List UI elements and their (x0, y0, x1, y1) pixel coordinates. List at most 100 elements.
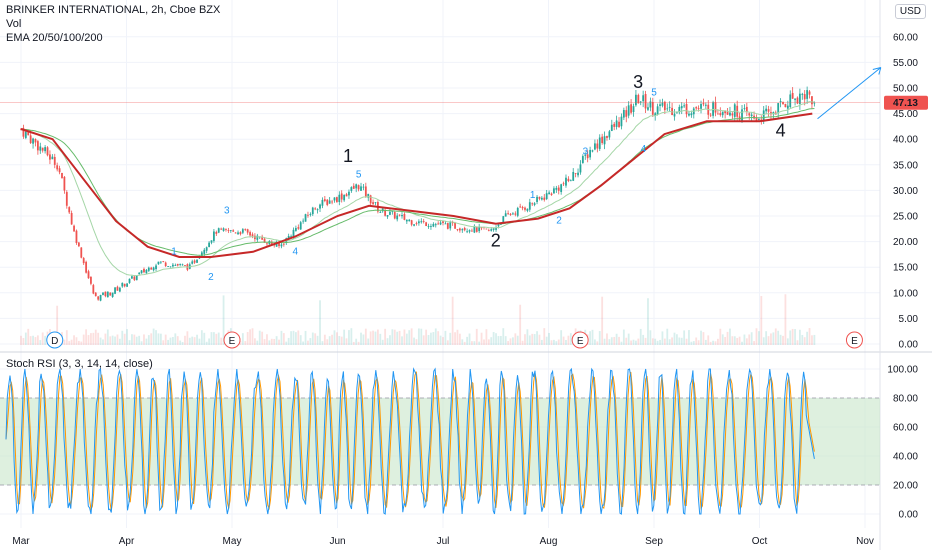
volume-bar (601, 296, 604, 345)
volume-bar (282, 333, 285, 345)
candle-body (143, 268, 145, 273)
volume-bar (473, 341, 476, 345)
candle-body (562, 183, 565, 185)
volume-bar (150, 333, 153, 345)
candle-body (222, 228, 225, 231)
candle-body (159, 261, 162, 263)
candle-body (328, 200, 331, 204)
symbol-title[interactable]: BRINKER INTERNATIONAL, 2h, Cboe BZX (6, 4, 221, 16)
volume-bar (405, 333, 408, 345)
volume-bar (813, 334, 816, 345)
volume-bar (389, 335, 391, 345)
volume-bar (741, 341, 743, 345)
volume-bar (333, 330, 336, 345)
volume-bar (403, 329, 406, 345)
candle-body (24, 131, 27, 138)
volume-bar (241, 333, 244, 345)
candle-body (524, 207, 526, 210)
volume-bar (432, 332, 435, 345)
candle-body (104, 291, 107, 297)
volume-bar (172, 336, 174, 345)
candle-body (528, 202, 531, 210)
candle-body (147, 267, 150, 271)
candle-body (579, 164, 582, 173)
volume-bar (270, 338, 273, 345)
candle-body (512, 213, 514, 215)
wave-label: 4 (293, 246, 299, 257)
candle-body (591, 150, 594, 152)
candle-body (813, 102, 816, 104)
volume-bar (32, 335, 34, 345)
candle-body (697, 108, 700, 110)
earnings-event-marker[interactable]: E (845, 331, 863, 349)
volume-bar (661, 331, 664, 345)
volume-bar (80, 341, 83, 345)
volume-bar (196, 334, 198, 345)
earnings-event-marker[interactable]: E (571, 331, 589, 349)
volume-bar (796, 340, 799, 345)
candle-body (639, 101, 642, 103)
candle-body (651, 102, 654, 115)
volume-bar (671, 337, 673, 345)
candle-body (757, 118, 760, 120)
volume-bar (811, 335, 813, 345)
volume-bar (635, 340, 637, 345)
volume-bar (695, 337, 698, 345)
price-candles (20, 86, 816, 302)
candle-body (574, 173, 577, 175)
currency-selector[interactable]: USD (894, 4, 926, 19)
candle-body (49, 154, 51, 160)
candle-body (427, 226, 430, 227)
volume-bar (514, 333, 517, 345)
ema-label[interactable]: EMA 20/50/100/200 (6, 32, 103, 44)
volume-bar (555, 341, 558, 345)
volume-bar (615, 333, 618, 345)
candle-body (290, 236, 292, 238)
candle-body (794, 98, 796, 100)
volume-bar (413, 337, 415, 345)
volume-bar (398, 330, 401, 345)
candle-body (126, 283, 129, 287)
stoch-rsi-d-line (5, 371, 815, 512)
volume-bar (666, 328, 669, 345)
volume-bar (613, 336, 616, 345)
volume-bar (213, 332, 215, 345)
candle-body (319, 204, 321, 209)
candle-body (726, 111, 729, 115)
volume-label[interactable]: Vol (6, 18, 22, 30)
candle-body (603, 136, 606, 145)
candle-body (379, 212, 382, 213)
stoch-rsi-label[interactable]: Stoch RSI (3, 3, 14, 14, close) (6, 358, 153, 370)
candle-body (357, 185, 360, 190)
candle-body (610, 124, 613, 131)
volume-bar (128, 340, 131, 345)
volume-bars (20, 294, 816, 345)
volume-bar (188, 337, 191, 345)
price-axis-tick: 45.00 (893, 109, 918, 120)
volume-bar (434, 328, 437, 345)
earnings-event-marker[interactable]: D (46, 331, 64, 349)
volume-bar (415, 339, 418, 345)
volume-bar (109, 336, 112, 345)
stoch-rsi-k-line (5, 367, 815, 515)
candle-body (497, 224, 500, 227)
candle-body (743, 108, 746, 109)
candle-body (82, 258, 85, 264)
time-axis-tick: Mar (12, 536, 30, 547)
earnings-event-marker[interactable]: E (223, 331, 241, 349)
candle-body (408, 219, 411, 222)
candle-body (256, 235, 259, 240)
candle-body (526, 208, 529, 211)
volume-bar (290, 331, 292, 345)
volume-bar (143, 334, 145, 345)
candle-body (32, 138, 34, 144)
volume-bar (540, 339, 543, 345)
candle-body (557, 187, 560, 191)
candle-body (343, 195, 346, 201)
candle-body (741, 109, 743, 122)
candle-body (335, 197, 338, 202)
volume-bar (205, 341, 208, 345)
candle-body (372, 202, 374, 205)
